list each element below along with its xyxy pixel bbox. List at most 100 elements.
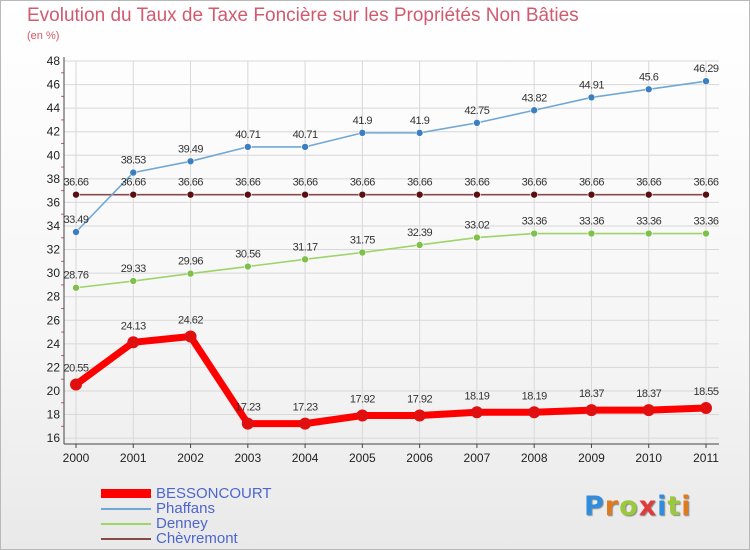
legend-item-bessoncourt[interactable]: BESSONCOURT: [101, 485, 361, 502]
data-label-chevremont-2006: 36.66: [407, 177, 432, 189]
point-denney-2001: [129, 277, 138, 285]
point-bessoncourt-2001: [127, 336, 140, 349]
point-chevremont-2010: [644, 190, 653, 199]
x-tick-label-2008: 2008: [521, 451, 548, 465]
data-label-chevremont-2005: 36.66: [350, 177, 375, 189]
point-phaffans-2009: [587, 93, 596, 102]
legend-label-denney: Denney: [156, 515, 208, 532]
series-line-bessoncourt: [72, 333, 710, 428]
point-denney-2005: [358, 248, 367, 257]
point-phaffans-2002: [186, 157, 195, 166]
data-label-phaffans-2002: 39.49: [178, 143, 203, 155]
y-tick-label-38: 38: [47, 172, 61, 186]
point-chevremont-2009: [587, 190, 596, 199]
x-tick-label-2006: 2006: [406, 451, 433, 465]
y-tick-label-48: 48: [47, 54, 61, 68]
data-label-phaffans-2007: 42.75: [464, 105, 489, 117]
x-tick-label-2011: 2011: [693, 451, 719, 465]
x-tick-label-2009: 2009: [578, 451, 605, 465]
data-label-bessoncourt-2009: 18.37: [579, 388, 604, 400]
data-label-bessoncourt-2011: 18.55: [693, 386, 718, 398]
x-tick-label-2001: 2001: [120, 451, 147, 465]
point-denney-2006: [415, 241, 424, 249]
y-tick-label-22: 22: [47, 360, 61, 374]
point-denney-2011: [702, 229, 710, 238]
point-chevremont-2011: [702, 190, 710, 199]
point-phaffans-2010: [644, 85, 653, 94]
data-label-chevremont-2011: 36.66: [693, 177, 718, 189]
point-chevremont-2005: [358, 190, 367, 199]
data-label-phaffans-2011: 46.29: [693, 63, 718, 75]
point-phaffans-2000: [72, 228, 80, 236]
point-chevremont-2007: [473, 190, 481, 199]
point-phaffans-2011: [702, 77, 710, 85]
point-bessoncourt-2010: [642, 404, 655, 417]
x-tick-label-2002: 2002: [177, 451, 204, 465]
y-tick-label-44: 44: [47, 101, 61, 115]
data-label-phaffans-2010: 45.6: [639, 71, 659, 83]
point-bessoncourt-2006: [413, 409, 426, 422]
data-label-chevremont-2010: 36.66: [636, 177, 661, 189]
data-label-denney-2003: 30.56: [235, 249, 260, 261]
data-label-chevremont-2000: 36.66: [63, 177, 88, 189]
point-denney-2003: [244, 262, 252, 271]
data-label-phaffans-2000: 33.49: [63, 214, 88, 226]
y-tick-label-28: 28: [47, 290, 61, 304]
data-label-denney-2009: 33.36: [579, 216, 604, 228]
legend-item-chevremont[interactable]: Chèvremont: [101, 530, 361, 547]
x-tick-label-2005: 2005: [349, 451, 376, 465]
y-tick-label-32: 32: [47, 243, 61, 257]
data-label-chevremont-2003: 36.66: [235, 177, 260, 189]
data-label-denney-2002: 29.96: [178, 256, 203, 268]
logo-letter: o: [619, 491, 639, 522]
data-label-bessoncourt-2006: 17.92: [407, 393, 432, 405]
point-bessoncourt-2005: [356, 409, 369, 422]
data-label-denney-2000: 28.76: [63, 270, 88, 282]
point-bessoncourt-2011: [700, 402, 712, 415]
y-tick-label-26: 26: [47, 313, 61, 327]
logo-letter: r: [604, 491, 620, 522]
legend-label-bessoncourt: BESSONCOURT: [156, 485, 272, 502]
data-label-denney-2011: 33.36: [693, 216, 718, 228]
chart-title: Evolution du Taux de Taxe Foncière sur l…: [27, 5, 579, 26]
data-label-bessoncourt-2002: 24.62: [178, 315, 203, 327]
data-label-denney-2010: 33.36: [636, 216, 661, 228]
logo-letter: x: [638, 491, 658, 522]
point-phaffans-2008: [530, 106, 538, 115]
legend-item-denney[interactable]: Denney: [101, 515, 361, 532]
data-label-chevremont-2004: 36.66: [293, 177, 318, 189]
legend-item-phaffans[interactable]: Phaffans: [101, 500, 361, 517]
logo-letter: t: [667, 491, 682, 522]
legend-label-phaffans: Phaffans: [156, 500, 215, 517]
point-chevremont-2008: [530, 190, 538, 199]
data-label-denney-2001: 29.33: [121, 263, 146, 275]
chart-unit-label: (en %): [27, 30, 60, 42]
series-line-phaffans: [75, 80, 707, 233]
legend-swatch-phaffans: [101, 508, 151, 510]
point-phaffans-2005: [358, 129, 367, 137]
point-chevremont-2006: [415, 190, 424, 199]
data-label-bessoncourt-2000: 20.55: [63, 362, 88, 374]
point-bessoncourt-2004: [299, 417, 312, 430]
data-label-bessoncourt-2005: 17.92: [350, 393, 375, 405]
x-tick-label-2003: 2003: [234, 451, 261, 465]
proxiti-logo: Proxiti: [584, 491, 692, 522]
point-denney-2008: [530, 229, 538, 238]
legend-swatch-denney: [101, 523, 151, 525]
point-denney-2010: [644, 229, 653, 238]
data-label-bessoncourt-2001: 24.13: [121, 320, 146, 332]
series-line-denney: [75, 232, 707, 289]
point-phaffans-2003: [244, 143, 252, 151]
data-label-bessoncourt-2003: 17.23: [235, 402, 260, 414]
data-label-bessoncourt-2008: 18.19: [522, 390, 547, 402]
point-phaffans-2007: [473, 119, 481, 127]
data-label-denney-2005: 31.75: [350, 235, 375, 247]
point-phaffans-2006: [415, 129, 424, 137]
point-bessoncourt-2000: [70, 378, 82, 391]
point-phaffans-2004: [301, 143, 309, 151]
data-label-phaffans-2005: 41.9: [353, 115, 373, 127]
data-label-chevremont-2009: 36.66: [579, 177, 604, 189]
logo-letter: i: [657, 491, 668, 522]
